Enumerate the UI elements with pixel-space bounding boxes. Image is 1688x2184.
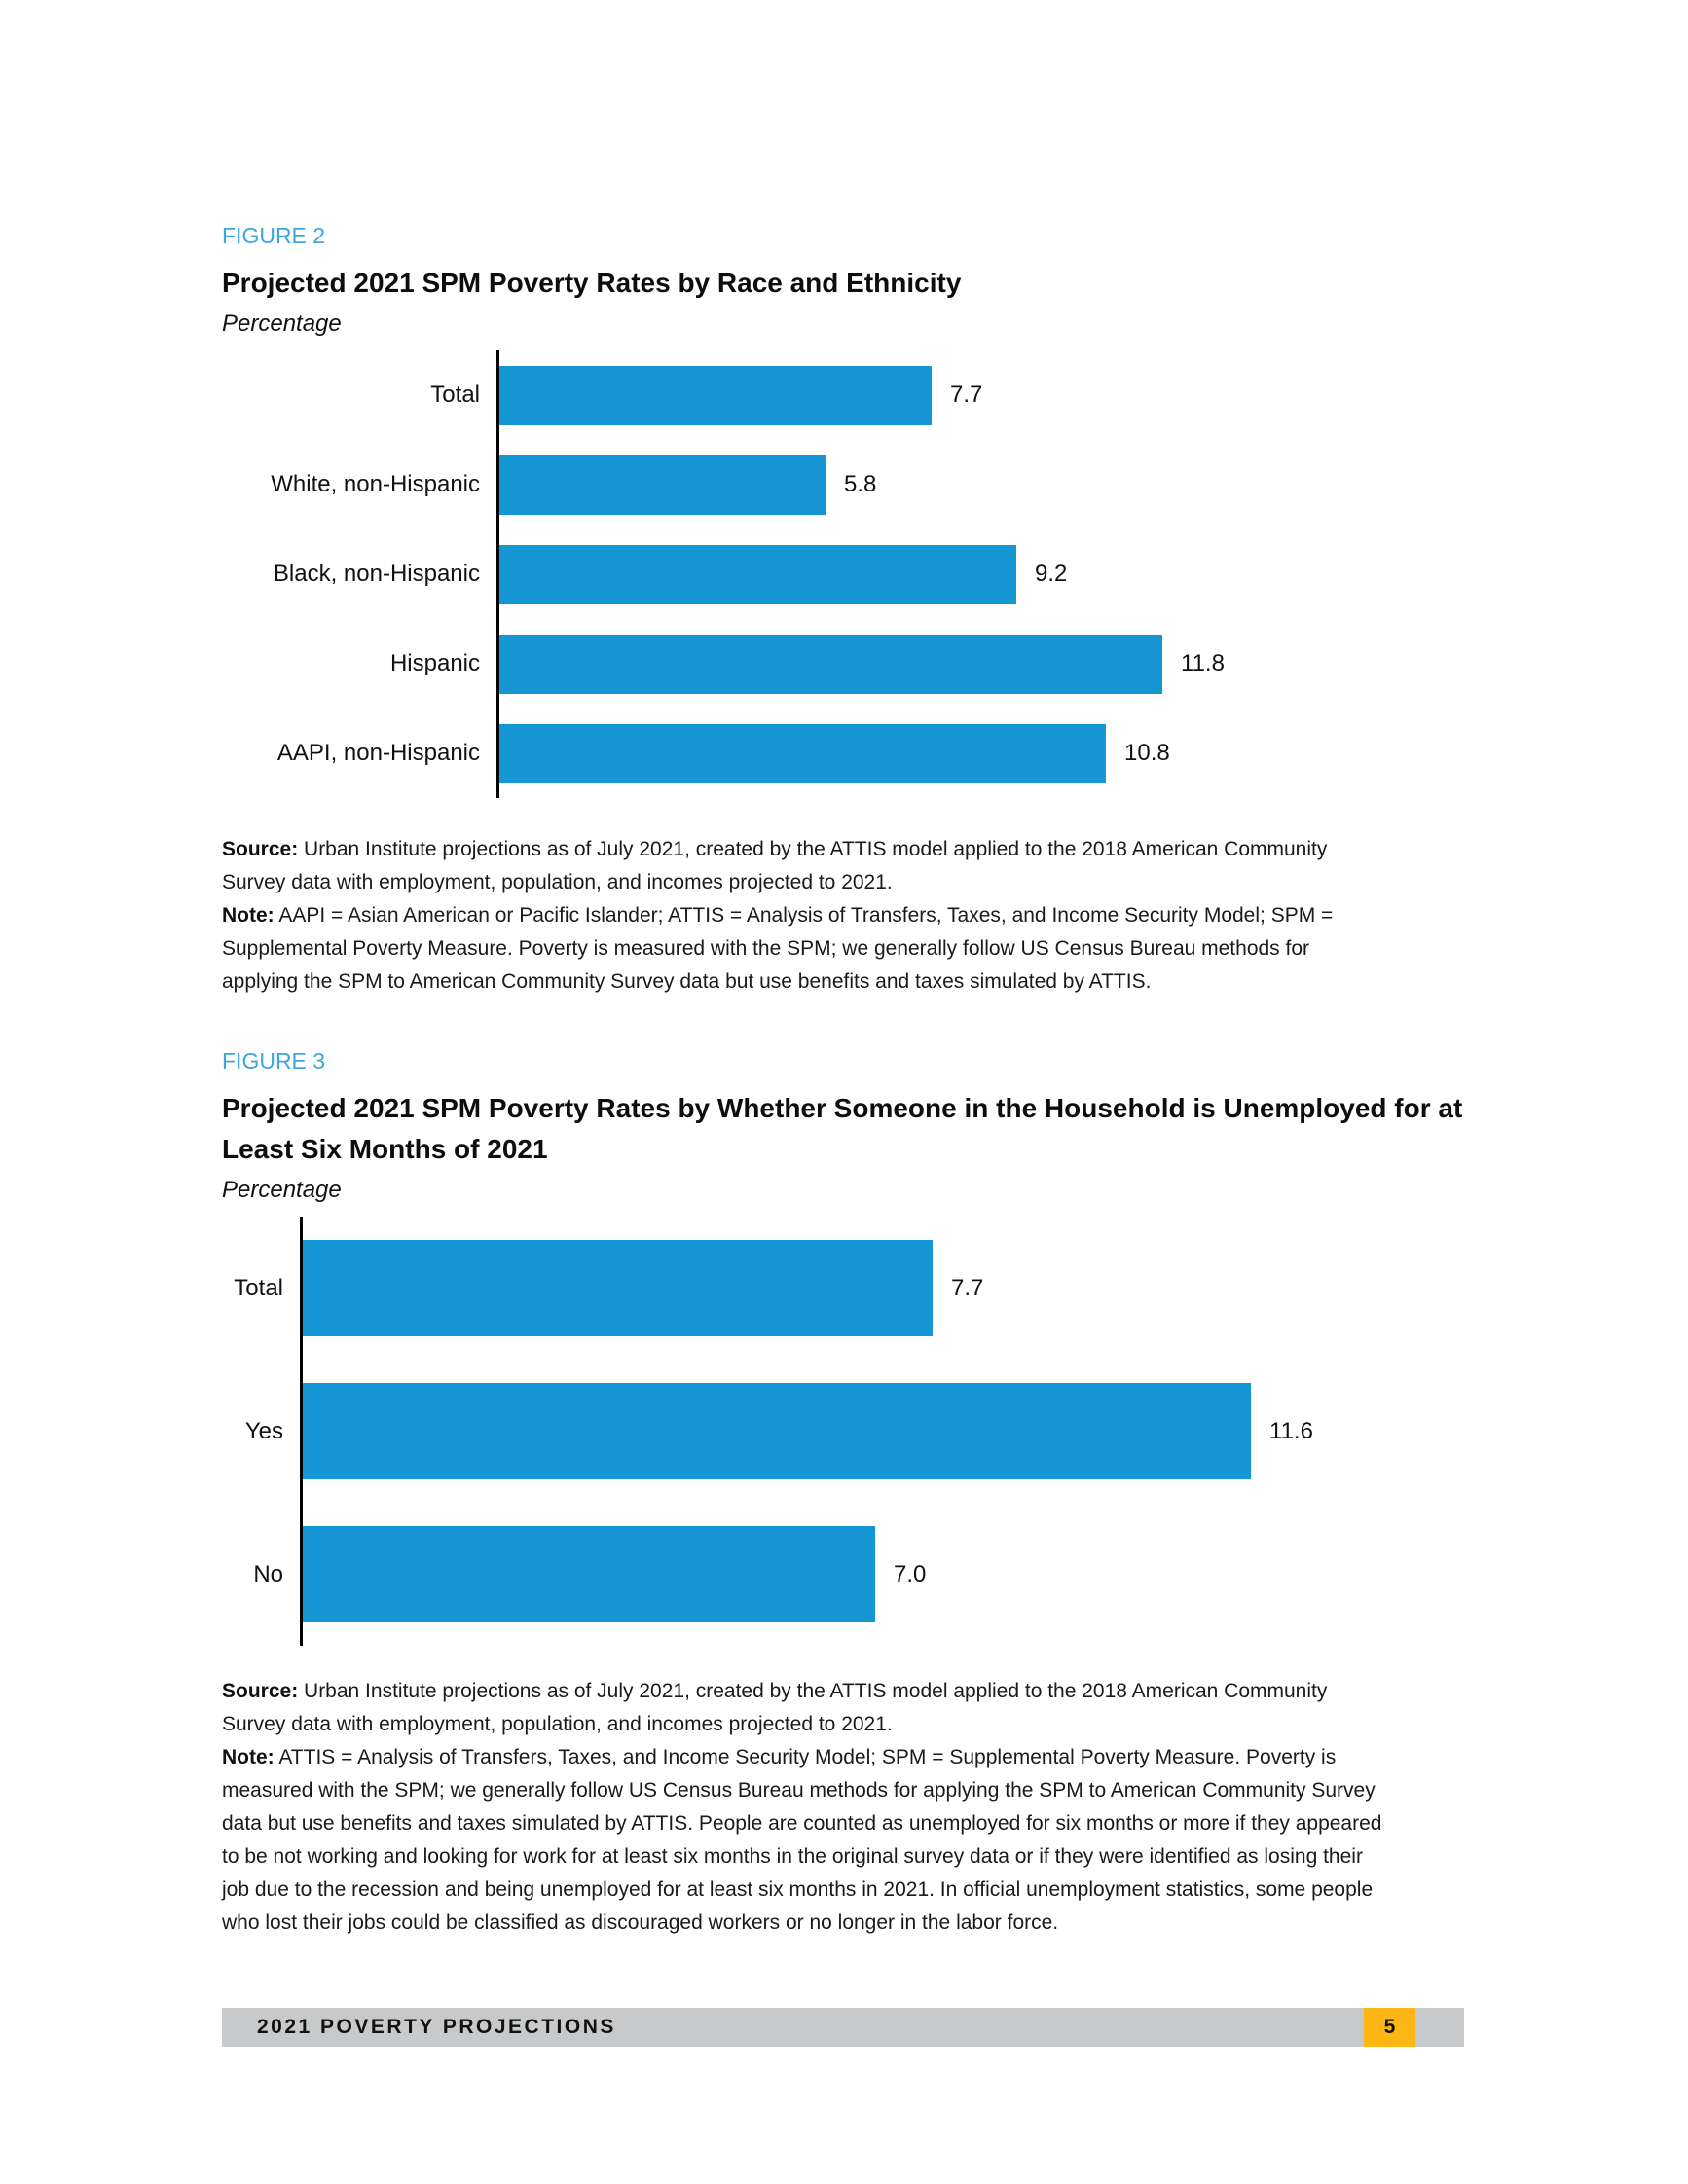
note-line-prefix: Source: xyxy=(222,838,299,860)
note-line: to be not working and looking for work f… xyxy=(222,1845,1363,1868)
bar-row: Black, non-Hispanic 9.2 xyxy=(222,529,1466,619)
figure2-title-line: Projected 2021 SPM Poverty Rates by Race… xyxy=(222,268,962,298)
page-content: FIGURE 2 Projected 2021 SPM Poverty Rate… xyxy=(222,0,1466,1940)
value-label: 5.8 xyxy=(844,471,877,497)
figure2-y-axis-line xyxy=(496,350,499,798)
figure2-label: FIGURE 2 xyxy=(222,223,326,248)
footer-report-title: 2021 POVERTY PROJECTIONS xyxy=(257,2016,616,2038)
bar xyxy=(303,1526,875,1622)
note-line: Note: AAPI = Asian American or Pacific I… xyxy=(222,904,1334,927)
bar-row: White, non-Hispanic 5.8 xyxy=(222,440,1466,529)
figure2-subtitle: Percentage xyxy=(222,310,342,337)
footer-bar: 2021 POVERTY PROJECTIONS 5 xyxy=(222,2008,1464,2047)
note-line: applying the SPM to American Community S… xyxy=(222,970,1152,993)
category-label: Total xyxy=(234,1274,283,1301)
figure3-subtitle: Percentage xyxy=(222,1177,342,1203)
bar-row: Total 7.7 xyxy=(222,1217,1466,1360)
note-line: Source: Urban Institute projections as o… xyxy=(222,1680,1328,1702)
note-line-prefix: Note: xyxy=(222,1746,275,1768)
bar-row: Hispanic 11.8 xyxy=(222,619,1466,709)
bar xyxy=(499,544,1016,604)
figure2-source-note: Source: Urban Institute projections as o… xyxy=(222,833,1466,999)
figure3-source-note: Source: Urban Institute projections as o… xyxy=(222,1675,1466,1940)
note-line-prefix: Note: xyxy=(222,904,275,927)
note-line: who lost their jobs could be classified … xyxy=(222,1911,1059,1934)
bar xyxy=(499,455,826,515)
figure3-chart: Total 7.7 Yes 11.6 No 7.0 xyxy=(222,1217,1466,1646)
figure2-title: Projected 2021 SPM Poverty Rates by Race… xyxy=(222,263,1466,304)
category-label: No xyxy=(253,1560,283,1587)
value-label: 9.2 xyxy=(1035,561,1068,587)
value-label: 10.8 xyxy=(1124,740,1170,766)
category-label: Black, non-Hispanic xyxy=(273,561,480,587)
page-number-badge: 5 xyxy=(1364,2008,1415,2047)
value-label: 7.7 xyxy=(951,1274,984,1301)
note-line: data but use benefits and taxes simulate… xyxy=(222,1812,1382,1835)
bar xyxy=(303,1383,1251,1479)
bar xyxy=(499,365,932,425)
bar xyxy=(499,634,1162,694)
figure3-block: FIGURE 3 Projected 2021 SPM Poverty Rate… xyxy=(222,1047,1466,1940)
figure3-label: FIGURE 3 xyxy=(222,1048,326,1074)
category-label: Yes xyxy=(244,1417,283,1444)
note-line: measured with the SPM; we generally foll… xyxy=(222,1779,1376,1802)
figure3-title: Projected 2021 SPM Poverty Rates by Whet… xyxy=(222,1088,1466,1170)
note-line: job due to the recession and being unemp… xyxy=(222,1878,1374,1901)
bar xyxy=(303,1240,933,1336)
bar-row: AAPI, non-Hispanic 10.8 xyxy=(222,709,1466,798)
bar-row: Yes 11.6 xyxy=(222,1360,1466,1503)
category-label: Hispanic xyxy=(389,650,480,676)
note-line: Survey data with employment, population,… xyxy=(222,1713,893,1735)
note-line: Note: ATTIS = Analysis of Transfers, Tax… xyxy=(222,1746,1337,1768)
value-label: 11.6 xyxy=(1269,1417,1313,1444)
category-label: White, non-Hispanic xyxy=(271,471,480,497)
note-line: Source: Urban Institute projections as o… xyxy=(222,838,1328,860)
bar-row: No 7.0 xyxy=(222,1503,1466,1646)
value-label: 11.8 xyxy=(1181,650,1225,676)
category-label: AAPI, non-Hispanic xyxy=(276,740,480,766)
figure3-title-line: Least Six Months of 2021 xyxy=(222,1134,548,1164)
bar xyxy=(499,723,1106,783)
note-line-prefix: Source: xyxy=(222,1680,299,1702)
figure2-block: FIGURE 2 Projected 2021 SPM Poverty Rate… xyxy=(222,222,1466,999)
value-label: 7.7 xyxy=(950,382,983,408)
value-label: 7.0 xyxy=(894,1560,927,1587)
figure3-y-axis-line xyxy=(300,1217,303,1646)
note-line: Survey data with employment, population,… xyxy=(222,871,893,893)
figure2-chart: Total 7.7 White, non-Hispanic 5.8 Black, non… xyxy=(222,350,1466,798)
note-line: Supplemental Poverty Measure. Poverty is… xyxy=(222,937,1310,960)
bar-row: Total 7.7 xyxy=(222,350,1466,440)
category-label: Total xyxy=(430,382,480,408)
figure3-title-line: Projected 2021 SPM Poverty Rates by Whet… xyxy=(222,1093,1463,1123)
